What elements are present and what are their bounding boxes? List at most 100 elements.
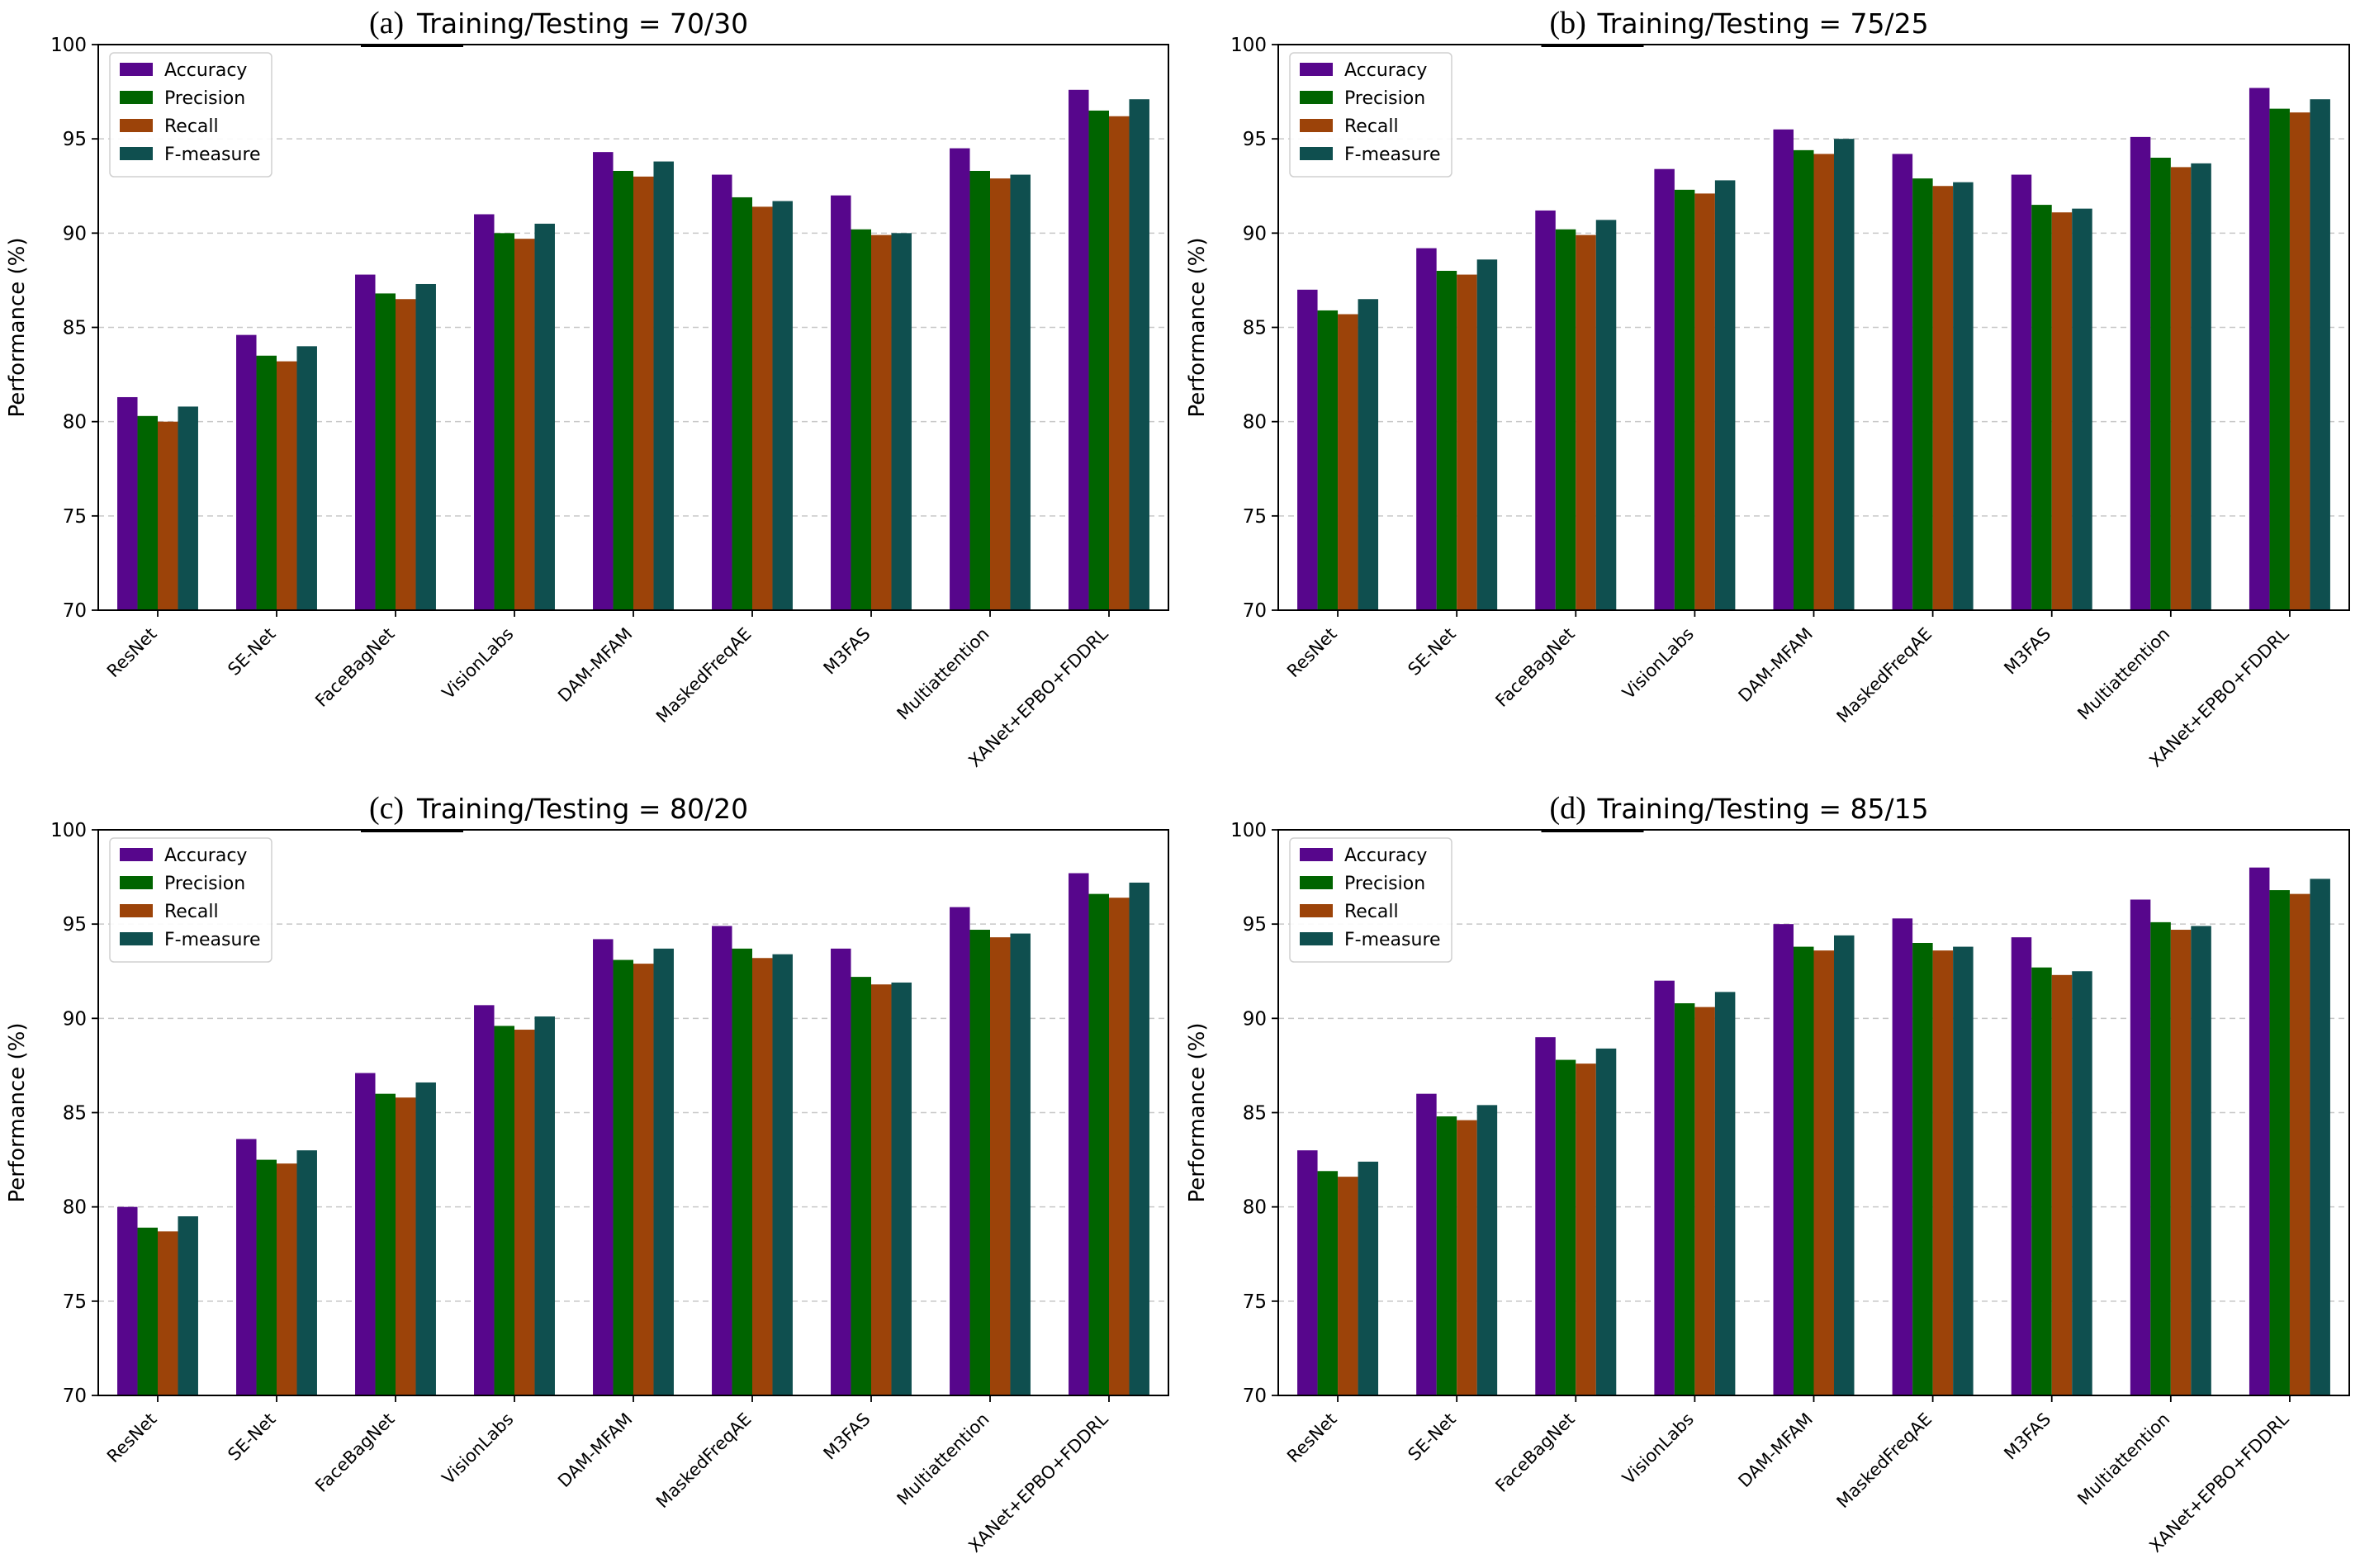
bar-accuracy-xanet-epbo-fddrl xyxy=(1069,89,1089,611)
bar-recall-facebagnet xyxy=(1576,234,1596,610)
chart-panel-3: 70 75 80 85 90 95 100 ResNet SE-Net FaceBagNet Vis… xyxy=(5,791,1169,1556)
x-tick-label: DAM-MFAM xyxy=(1735,624,1817,706)
bar-precision-visionlabs xyxy=(494,1026,514,1395)
bar-recall-facebagnet xyxy=(396,299,416,610)
bar-precision-m3fas xyxy=(851,229,871,610)
legend-swatch-f-measure xyxy=(120,932,153,945)
bar-accuracy-se-net xyxy=(236,1139,257,1395)
bar-precision-maskedfreqae xyxy=(732,197,752,610)
y-tick-label: 70 xyxy=(63,1386,87,1407)
bar-recall-maskedfreqae xyxy=(752,958,773,1395)
bar-precision-maskedfreqae xyxy=(1912,943,1933,1395)
bar-accuracy-facebagnet xyxy=(1535,1037,1556,1395)
y-axis-label: Performance (%) xyxy=(1185,1022,1210,1202)
bar-f-measure-facebagnet xyxy=(1595,1048,1617,1395)
bar-precision-xanet-epbo-fddrl xyxy=(2269,890,2290,1395)
bar-recall-dam-mfam xyxy=(633,964,654,1395)
y-tick-label: 90 xyxy=(1243,1008,1267,1030)
y-tick-label: 90 xyxy=(1243,223,1267,244)
y-tick-label: 85 xyxy=(63,318,87,339)
legend-swatch-precision xyxy=(120,91,153,104)
bar-precision-facebagnet xyxy=(1555,229,1576,610)
y-tick-label: 90 xyxy=(63,1008,87,1030)
legend-swatch-accuracy xyxy=(1300,63,1333,76)
bar-f-measure-se-net xyxy=(1476,259,1498,610)
bar-recall-xanet-epbo-fddrl xyxy=(2289,893,2310,1395)
x-tick-label: VisionLabs xyxy=(438,1409,518,1489)
bar-accuracy-se-net xyxy=(1416,1093,1437,1395)
y-tick-label: 85 xyxy=(1243,318,1267,339)
bar-accuracy-maskedfreqae xyxy=(712,926,732,1395)
y-axis-label: Performance (%) xyxy=(5,237,30,417)
bar-recall-m3fas xyxy=(2051,212,2073,610)
bar-precision-resnet xyxy=(137,1227,158,1395)
chart-panel-1: 70 75 80 85 90 95 100 ResNet SE-Net FaceBagNet Vis… xyxy=(5,6,1169,771)
bar-precision-facebagnet xyxy=(1555,1059,1576,1395)
x-tick-label: SE-Net xyxy=(224,624,279,680)
bar-f-measure-visionlabs xyxy=(1714,180,1736,610)
bar-accuracy-maskedfreqae xyxy=(1892,918,1913,1395)
bar-accuracy-m3fas xyxy=(831,195,851,610)
x-tick-label: ResNet xyxy=(103,624,161,682)
bar-f-measure-visionlabs xyxy=(534,223,555,610)
bar-f-measure-maskedfreqae xyxy=(1953,946,1974,1395)
x-tick-label: Multiattention xyxy=(2073,624,2173,724)
bar-accuracy-facebagnet xyxy=(1535,210,1556,610)
bar-f-measure-maskedfreqae xyxy=(772,954,793,1395)
y-tick-label: 80 xyxy=(63,1197,87,1219)
chart-title: Training/Testing = 80/20 xyxy=(416,793,748,825)
x-tick-label: SE-Net xyxy=(224,1409,279,1465)
y-axis-label: Performance (%) xyxy=(1185,237,1210,417)
bar-accuracy-se-net xyxy=(1416,248,1437,610)
bar-precision-visionlabs xyxy=(1674,189,1695,611)
bar-accuracy-visionlabs xyxy=(1654,168,1675,610)
y-tick-label: 70 xyxy=(1243,600,1267,622)
y-tick-label: 95 xyxy=(1243,129,1267,150)
bar-recall-resnet xyxy=(158,421,178,610)
chart-panel-4: 70 75 80 85 90 95 100 ResNet SE-Net FaceBagNet Vis… xyxy=(1185,791,2350,1556)
bar-accuracy-multiattention xyxy=(2130,899,2151,1395)
legend-label-recall: Recall xyxy=(164,116,219,137)
bar-f-measure-se-net xyxy=(296,1150,317,1395)
legend-label-recall: Recall xyxy=(1344,116,1399,137)
chart-panel-2: 70 75 80 85 90 95 100 ResNet SE-Net FaceBagNet Vis… xyxy=(1185,6,2350,771)
bar-accuracy-multiattention xyxy=(950,148,970,611)
y-tick-label: 75 xyxy=(63,506,87,528)
bar-precision-se-net xyxy=(1436,271,1457,610)
bar-precision-dam-mfam xyxy=(613,959,633,1395)
bar-accuracy-multiattention xyxy=(2130,136,2151,611)
bar-precision-dam-mfam xyxy=(1794,946,1814,1395)
bar-accuracy-xanet-epbo-fddrl xyxy=(2249,88,2270,611)
x-tick-label: ResNet xyxy=(1283,624,1341,682)
bar-f-measure-facebagnet xyxy=(1595,220,1617,610)
y-tick-label: 80 xyxy=(63,412,87,433)
bar-recall-multiattention xyxy=(2170,930,2192,1395)
bar-recall-multiattention xyxy=(990,178,1011,610)
legend-swatch-precision xyxy=(1300,91,1333,104)
legend: Accuracy Precision Recall F-measure xyxy=(109,837,272,963)
legend-label-precision: Precision xyxy=(1344,88,1425,109)
bar-f-measure-multiattention xyxy=(1010,933,1031,1395)
bar-accuracy-dam-mfam xyxy=(1773,924,1794,1395)
bar-accuracy-xanet-epbo-fddrl xyxy=(2249,867,2270,1395)
bar-precision-xanet-epbo-fddrl xyxy=(2269,108,2290,611)
bar-precision-facebagnet xyxy=(375,293,396,610)
legend-box xyxy=(1289,837,1452,963)
bar-recall-maskedfreqae xyxy=(1932,186,1954,610)
bar-recall-dam-mfam xyxy=(1813,154,1834,610)
x-tick-label: M3FAS xyxy=(820,1409,874,1464)
x-tick-label: DAM-MFAM xyxy=(554,624,636,706)
bar-precision-visionlabs xyxy=(1674,1003,1695,1395)
bar-accuracy-visionlabs xyxy=(474,214,495,610)
bar-accuracy-resnet xyxy=(1297,1150,1318,1395)
x-tick-label: Multiattention xyxy=(2073,1409,2173,1509)
bar-precision-multiattention xyxy=(2150,921,2171,1395)
bar-precision-m3fas xyxy=(2031,967,2052,1395)
bar-f-measure-multiattention xyxy=(1010,174,1031,611)
bar-recall-visionlabs xyxy=(1694,193,1715,610)
bar-precision-dam-mfam xyxy=(1794,149,1814,610)
bar-f-measure-xanet-epbo-fddrl xyxy=(1129,882,1149,1395)
x-tick-label: VisionLabs xyxy=(438,624,518,703)
bar-precision-resnet xyxy=(1317,1171,1339,1395)
